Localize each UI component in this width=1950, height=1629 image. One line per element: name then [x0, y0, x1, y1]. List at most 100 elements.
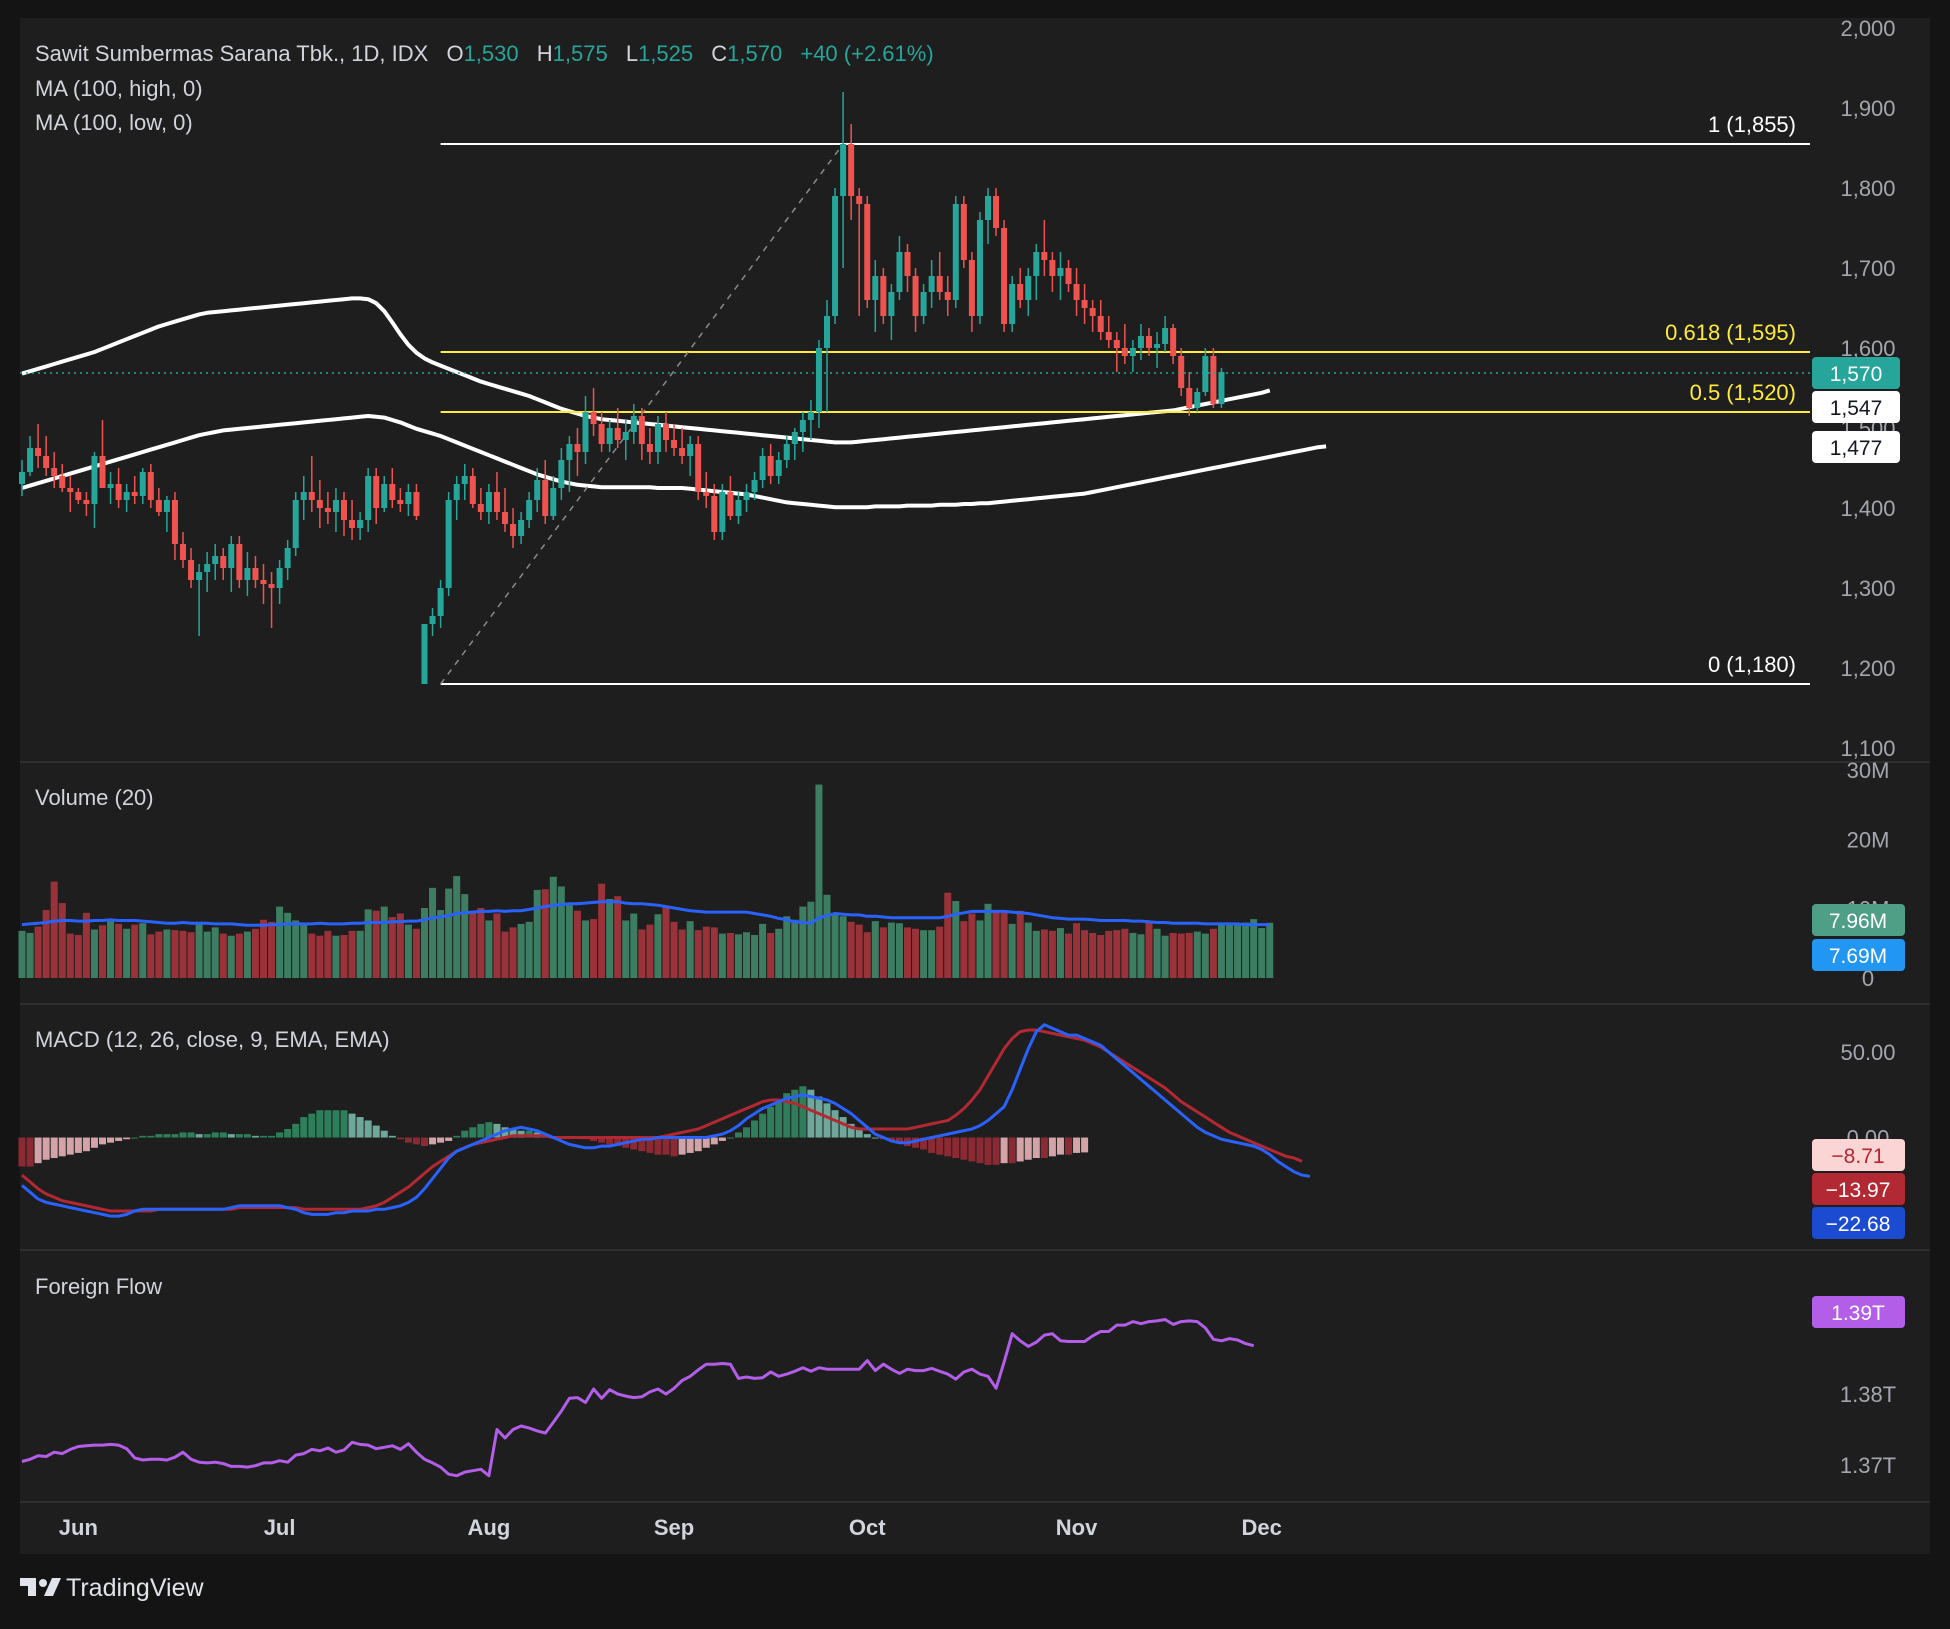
macd-hist-bar — [630, 1137, 638, 1150]
brand-name: TradingView — [66, 1574, 205, 1602]
macd-hist-bar — [131, 1137, 139, 1139]
volume-bar — [485, 920, 493, 978]
candle-body — [864, 204, 871, 300]
volume-bar — [1000, 912, 1008, 978]
candle — [735, 492, 742, 524]
volume-bar — [99, 925, 106, 978]
candle-body — [1137, 336, 1144, 348]
candle — [19, 460, 25, 496]
macd-hist-bar — [743, 1127, 750, 1138]
macd-legend[interactable]: MACD (12, 26, close, 9, EMA, EMA) — [35, 1027, 390, 1052]
tradingview-logo[interactable]: TradingView — [20, 1574, 205, 1602]
volume-bar — [549, 876, 557, 978]
candle — [1218, 368, 1225, 408]
candle-body — [510, 524, 517, 536]
candle-body — [574, 444, 581, 452]
macd-hist-bar — [952, 1137, 960, 1159]
candle-body — [1146, 336, 1152, 348]
candle — [872, 260, 879, 332]
volume-bar — [912, 928, 920, 978]
volume-bar — [960, 921, 968, 978]
candle-body — [646, 444, 653, 452]
volume-bar — [243, 931, 251, 978]
macd-hist-bar — [976, 1137, 984, 1164]
candle-body — [155, 500, 162, 512]
price-axis[interactable]: 2,0001,9001,8001,7001,6001,5001,4001,300… — [1840, 16, 1895, 761]
macd-hist-bar — [493, 1123, 501, 1138]
candle — [832, 188, 839, 324]
macd-hist-bar — [525, 1130, 533, 1138]
volume-bar — [751, 935, 759, 978]
ma-high-legend[interactable]: MA (100, high, 0) — [35, 76, 203, 101]
volume-legend[interactable]: Volume (20) — [35, 785, 154, 810]
candle-body — [590, 412, 597, 424]
candle — [357, 512, 364, 540]
ma-low-legend[interactable]: MA (100, low, 0) — [35, 110, 193, 135]
volume-bar — [984, 903, 992, 978]
macd-hist-bar — [863, 1134, 871, 1138]
macd-hist-bar — [654, 1137, 662, 1155]
macd-hist-bar — [187, 1132, 195, 1138]
fib-level-label: 1 (1,855) — [1708, 112, 1796, 137]
candle — [445, 492, 452, 596]
candle-body — [212, 556, 219, 564]
candle-body — [99, 456, 106, 488]
candle-body — [920, 292, 927, 316]
foreign-flow-axis[interactable]: 1.38T 1.37T — [1840, 1382, 1896, 1478]
candle — [131, 476, 138, 504]
candle-body — [671, 440, 678, 448]
candle-body — [83, 500, 90, 504]
macd-hist-bar — [34, 1137, 42, 1164]
candle — [791, 428, 798, 460]
volume-bar — [646, 924, 654, 978]
candle-body — [308, 492, 315, 500]
volume-bar — [1258, 928, 1266, 978]
candle-body — [1041, 252, 1048, 260]
volume-bar — [678, 929, 686, 978]
macd-hist-bar — [751, 1120, 759, 1138]
candle — [349, 500, 356, 540]
macd-hist-bar — [960, 1137, 968, 1160]
volume-bar — [638, 929, 646, 978]
candle — [1146, 328, 1152, 356]
volume-bar — [920, 930, 928, 978]
candle — [397, 488, 404, 512]
volume-bar — [26, 932, 34, 978]
volume-ma-series — [21, 900, 1270, 927]
macd-hist-bar — [437, 1137, 445, 1143]
macd-hist-bar — [147, 1135, 155, 1138]
volume-bar — [662, 907, 670, 978]
candle — [123, 484, 130, 512]
svg-text:1.39T: 1.39T — [1831, 1302, 1885, 1325]
macd-hist-bar — [66, 1137, 74, 1155]
candle-body — [107, 484, 114, 488]
candle-body — [960, 204, 967, 260]
volume-bar — [1024, 922, 1032, 978]
candle — [606, 420, 613, 452]
candle — [171, 492, 178, 560]
candle — [614, 408, 621, 448]
volume-bar — [1161, 935, 1169, 978]
fib-level-label: 0.618 (1,595) — [1665, 320, 1796, 345]
candle-body — [936, 276, 943, 292]
time-axis[interactable]: Jun Jul Aug Sep Oct Nov Dec — [59, 1515, 1282, 1540]
candle — [1017, 268, 1024, 308]
volume-bar — [863, 932, 871, 978]
candle — [1178, 348, 1185, 396]
volume-bar — [316, 935, 324, 978]
volume-bar — [879, 927, 887, 978]
foreign-flow-legend[interactable]: Foreign Flow — [35, 1274, 162, 1299]
macd-hist-bar — [179, 1132, 187, 1138]
macd-hist-bar — [839, 1117, 847, 1138]
candle — [244, 552, 251, 596]
macd-hist-bar — [823, 1103, 831, 1138]
candle — [180, 532, 186, 568]
candle-body — [550, 488, 557, 516]
volume-bar — [654, 914, 662, 978]
candle-body — [252, 568, 259, 580]
macd-hist-bar — [1016, 1137, 1024, 1162]
fibonacci-retracement[interactable]: 1 (1,855) 0.618 (1,595) 0.5 (1,520) 0 (1,18… — [439, 112, 1810, 685]
candle — [75, 488, 82, 504]
candle — [1170, 324, 1177, 364]
